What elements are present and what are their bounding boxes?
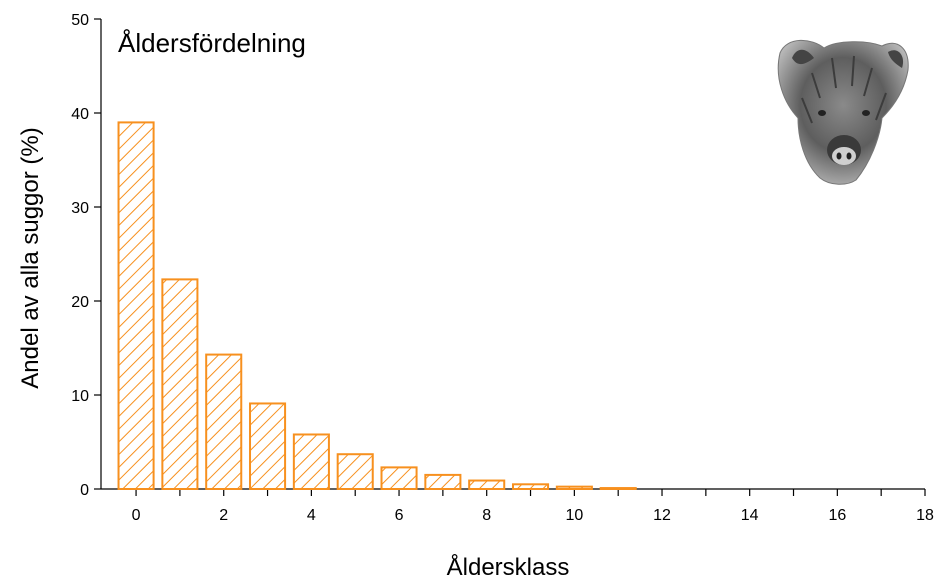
- y-tick-label: 40: [71, 106, 89, 123]
- y-tick-label: 20: [71, 294, 89, 311]
- bar-3: [249, 402, 287, 490]
- bar-4: [292, 433, 330, 491]
- bar-1: [161, 278, 199, 490]
- x-tick-label: 16: [828, 507, 846, 524]
- bar-0: [117, 121, 155, 491]
- x-axis-title: Åldersklass: [447, 553, 570, 581]
- bar-9: [512, 483, 550, 490]
- bars: [117, 121, 637, 491]
- x-tick-label: 0: [132, 507, 141, 524]
- bar-8: [468, 479, 506, 491]
- x-tick-label: 8: [482, 507, 491, 524]
- y-axis: 0 10 20 30 40 50: [71, 12, 102, 499]
- y-tick-label: 50: [71, 12, 89, 29]
- bar-11: [599, 487, 637, 490]
- bar-5: [336, 453, 374, 490]
- x-tick-label: 14: [741, 507, 759, 524]
- bar-10: [555, 485, 593, 490]
- x-tick-label: 10: [565, 507, 583, 524]
- bar-7: [424, 473, 462, 490]
- y-tick-label: 0: [80, 482, 89, 499]
- wild-boar-head-icon: [777, 39, 909, 185]
- x-tick-label: 4: [307, 507, 316, 524]
- x-tick-label: 18: [916, 507, 934, 524]
- x-axis: 0 2 4 6 8 10 12 14 16 18: [101, 488, 934, 524]
- bar-2: [205, 353, 243, 490]
- x-tick-label: 12: [653, 507, 671, 524]
- y-tick-label: 30: [71, 200, 89, 217]
- x-tick-label: 6: [395, 507, 404, 524]
- bar-6: [380, 466, 418, 491]
- y-axis-title: Andel av alla suggor (%): [17, 127, 44, 388]
- chart-title: Åldersfördelning: [118, 28, 306, 58]
- x-tick-label: 2: [219, 507, 228, 524]
- y-tick-label: 10: [71, 388, 89, 405]
